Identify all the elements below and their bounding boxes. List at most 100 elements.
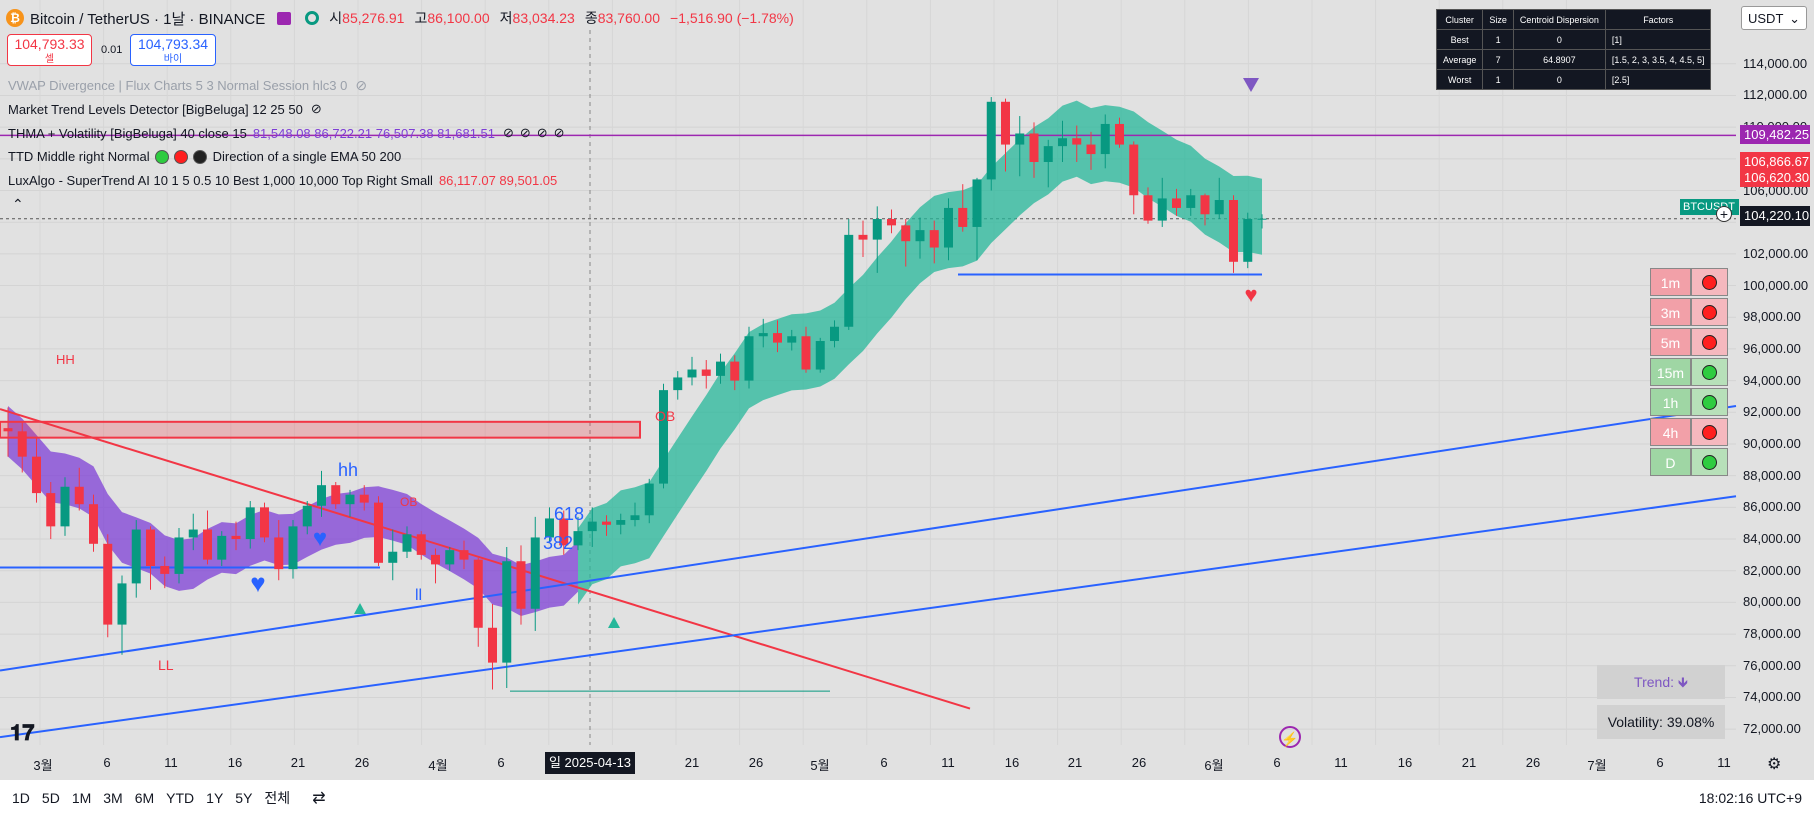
compare-range-icon[interactable]: ⇄ xyxy=(312,789,326,807)
candle-body xyxy=(146,529,155,566)
candle-body xyxy=(830,326,839,342)
range-5y[interactable]: 5Y xyxy=(235,789,253,806)
label-ll: ll xyxy=(415,587,422,604)
collapse-chevron-icon[interactable]: ⌃ xyxy=(12,196,24,212)
candle-body xyxy=(331,485,341,505)
candle-body xyxy=(844,234,854,327)
indicator-supertrend[interactable]: LuxAlgo - SuperTrend AI 10 1 5 0.5 10 Be… xyxy=(8,173,558,188)
price-tick: 84,000.00 xyxy=(1743,531,1801,547)
up-triangle-icon xyxy=(354,603,366,614)
candle-body xyxy=(773,333,782,343)
price-tick: 102,000.00 xyxy=(1743,245,1809,261)
candle-body xyxy=(1086,144,1096,155)
range-5d[interactable]: 5D xyxy=(41,789,60,806)
candle-body xyxy=(488,627,497,663)
timeframe-label: 1h xyxy=(1650,388,1691,416)
currency-select[interactable]: USDT ⌄ xyxy=(1741,6,1807,30)
ohlc-close: 종83,760.00 xyxy=(584,10,661,26)
candle-body xyxy=(644,483,654,516)
label-fib: 382 xyxy=(543,533,573,553)
table-header: Cluster xyxy=(1435,9,1484,30)
indicator-market-trend[interactable]: Market Trend Levels Detector [BigBeluga]… xyxy=(8,101,322,117)
up-triangle-icon xyxy=(608,617,620,628)
range-3m[interactable]: 3M xyxy=(103,789,123,806)
indicator-vwap[interactable]: VWAP Divergence | Flux Charts 5 3 Normal… xyxy=(8,77,368,93)
price-tick: 90,000.00 xyxy=(1743,435,1801,451)
candle-body xyxy=(203,529,212,560)
table-cell: Best xyxy=(1435,29,1484,50)
candle-body xyxy=(929,230,939,248)
red-dot-icon xyxy=(173,149,188,164)
heart-icon: ♥ xyxy=(1244,282,1257,307)
candle-body xyxy=(374,502,383,563)
candle-body xyxy=(388,551,398,563)
visibility-off-icon[interactable]: ⊘ xyxy=(310,101,322,116)
down-triangle-icon xyxy=(1243,78,1259,92)
price-tick: 94,000.00 xyxy=(1743,372,1801,388)
trend-indicator: Trend: 🡻 xyxy=(1597,665,1725,699)
timeframe-row: 1m xyxy=(1650,268,1728,296)
buy-button[interactable]: 104,793.34 바이 xyxy=(130,34,216,66)
timeframe-status xyxy=(1690,418,1728,446)
flag-icon[interactable] xyxy=(277,11,292,25)
candle-body xyxy=(188,529,198,538)
candle-body xyxy=(958,207,968,227)
candle-body xyxy=(659,390,668,484)
ohlc-open: 시85,276.91 xyxy=(329,10,405,26)
green-dot-icon xyxy=(154,149,169,164)
candle-body xyxy=(416,534,426,555)
lightning-icon[interactable]: ⚡ xyxy=(1279,726,1301,748)
time-tick: 6 xyxy=(103,755,111,770)
candle-body xyxy=(160,565,170,574)
candle-body xyxy=(687,369,697,378)
symbol-title[interactable]: Bitcoin / TetherUS · 1날 · BINANCE xyxy=(30,10,266,28)
candle-body xyxy=(744,336,754,381)
chart-annotation-labels: OB OB HH hh LL ll 618 382 ♥ ♥ ♥ xyxy=(56,78,1259,673)
timeframe-row: 1h xyxy=(1650,388,1728,416)
spread-value: 0.01 xyxy=(101,44,123,56)
status-dot-icon xyxy=(1701,274,1717,290)
status-dot-icon xyxy=(1701,304,1717,320)
price-tick: 86,000.00 xyxy=(1743,499,1801,515)
add-alert-icon[interactable]: + xyxy=(1716,206,1732,222)
range-1y[interactable]: 1Y xyxy=(206,789,224,806)
timeframe-status xyxy=(1690,358,1728,386)
timeframe-row: 3m xyxy=(1650,298,1728,326)
settings-gear-icon[interactable]: ⚙ xyxy=(1767,756,1782,773)
range-1d[interactable]: 1D xyxy=(12,789,30,806)
table-cell: 0 xyxy=(1512,69,1606,90)
table-cell: 64.8907 xyxy=(1512,49,1606,70)
candle-body xyxy=(673,377,683,391)
candle-body xyxy=(431,554,440,565)
candle-body xyxy=(1229,200,1238,262)
indicator-thma[interactable]: THMA + Volatility [BigBeluga] 40 close 1… xyxy=(8,125,571,141)
time-tick: 6 xyxy=(1273,755,1281,770)
tradingview-logo[interactable]: 𝟏𝟕 xyxy=(10,720,35,745)
timeframe-row: 15m xyxy=(1650,358,1728,386)
hidden-eye-icon[interactable]: ⊘ xyxy=(355,77,368,93)
price-chart[interactable]: OB OB HH hh LL ll 618 382 ♥ ♥ ♥ xyxy=(0,0,1814,780)
range-6m[interactable]: 6M xyxy=(134,789,155,806)
time-tick: 6 xyxy=(1656,755,1664,770)
candle-body xyxy=(60,486,70,527)
time-tick: 16 xyxy=(1397,755,1413,770)
buy-price: 104,793.34 xyxy=(137,36,209,52)
cluster-table: Cluster Size Centroid Dispersion Factors Be… xyxy=(1435,9,1712,90)
label-ob: OB xyxy=(400,495,417,509)
candle-body xyxy=(1186,195,1196,208)
candle-body xyxy=(359,494,369,503)
time-tick: 7월 xyxy=(1587,758,1607,773)
indicator-ttd[interactable]: TTD Middle right Normal Direction of a s… xyxy=(8,149,402,164)
candle-body xyxy=(530,537,540,609)
candle-body xyxy=(986,101,996,180)
candle-body xyxy=(103,543,113,625)
range-all[interactable]: 전체 xyxy=(264,789,291,806)
range-1m[interactable]: 1M xyxy=(71,789,92,806)
table-header: Centroid Dispersion xyxy=(1512,9,1606,30)
time-tick: 16 xyxy=(1004,755,1020,770)
range-ytd[interactable]: YTD xyxy=(166,789,195,806)
sell-button[interactable]: 104,793.33 셀 xyxy=(7,34,92,66)
clock[interactable]: 18:02:16 UTC+9 xyxy=(1698,790,1802,806)
price-tick: 76,000.00 xyxy=(1743,657,1801,673)
chart-overlay-lines xyxy=(0,134,1737,739)
